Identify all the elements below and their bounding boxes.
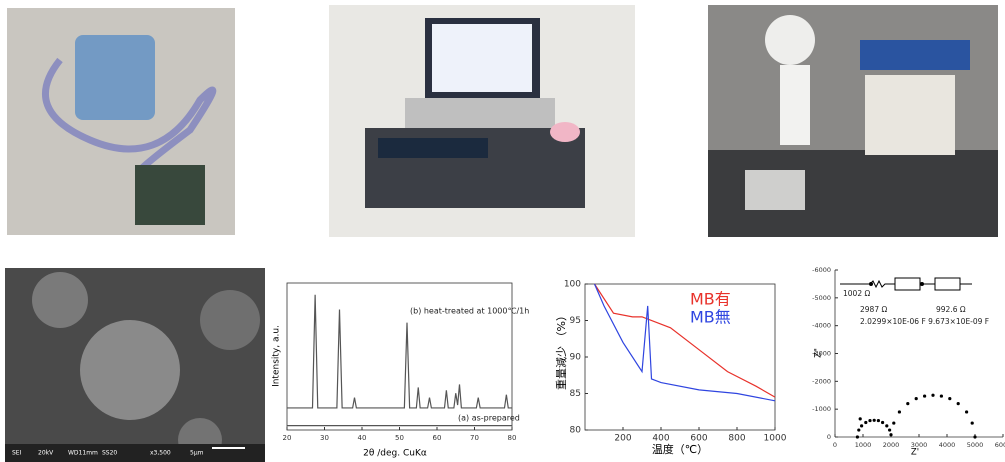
scatter-point xyxy=(931,393,935,397)
annotation: (a) as-prepared xyxy=(458,414,520,423)
photo-pump xyxy=(7,8,235,235)
annotation: 2.0299×10E-06 F 9.673×10E-09 F xyxy=(860,317,989,326)
scatter-point xyxy=(858,417,862,421)
y-tick-label: 85 xyxy=(570,389,581,399)
circuit xyxy=(840,277,972,291)
scatter-point xyxy=(855,435,860,439)
x-tick-label: 60 xyxy=(433,434,442,442)
scatter-point xyxy=(906,402,910,406)
y-tick-label: -2000 xyxy=(812,377,831,385)
legend-label: MB無 xyxy=(690,308,731,327)
y-tick-label: -1000 xyxy=(812,405,831,413)
x-tick-label: 70 xyxy=(470,434,479,442)
photo-instrument xyxy=(329,5,635,237)
x-tick-label: 1000 xyxy=(764,434,787,444)
scatter-point xyxy=(860,424,864,428)
y-tick-label: -4000 xyxy=(812,322,831,330)
legend-label: MB有 xyxy=(690,290,731,309)
y-tick-label: 95 xyxy=(570,316,581,326)
y-tick-label: 0 xyxy=(827,433,831,441)
photo-sem xyxy=(5,268,265,462)
sem-label: SEI xyxy=(12,450,22,457)
x-tick-label: 50 xyxy=(395,434,404,442)
scatter-point xyxy=(872,418,876,422)
annotation: (b) heat-treated at 1000℃/1h xyxy=(410,307,529,316)
x-tick-label: 1000 xyxy=(855,441,872,449)
scatter-point xyxy=(885,424,889,428)
x-tick-label: 40 xyxy=(358,434,367,442)
x-tick-label: 0 xyxy=(833,441,837,449)
scatter-point xyxy=(868,418,872,423)
scatter-point xyxy=(881,420,885,425)
sem-label: x3,500 xyxy=(150,450,171,457)
scatter-point xyxy=(864,420,868,425)
x-axis-label: 温度（℃） xyxy=(652,442,708,456)
y-axis-label: Intensity, a.u. xyxy=(272,325,282,387)
scatter-point xyxy=(970,421,974,425)
x-tick-label: 2000 xyxy=(883,441,900,449)
x-tick-label: 80 xyxy=(508,434,517,442)
y-tick-label: 90 xyxy=(570,353,582,363)
line-series xyxy=(287,294,512,409)
y-tick-label: -3000 xyxy=(812,350,831,358)
sem-label: SS20 xyxy=(102,450,117,457)
annotation: 1002 Ω xyxy=(843,289,870,298)
x-tick-label: 30 xyxy=(320,434,329,442)
scatter-point xyxy=(956,402,960,406)
x-tick-label: 20 xyxy=(283,434,292,442)
scatter-point xyxy=(948,396,952,401)
scatter-point xyxy=(889,433,893,437)
scatter-point xyxy=(914,396,918,401)
line-series xyxy=(593,283,776,398)
scatter-point xyxy=(892,421,896,425)
scatter-point xyxy=(857,428,861,432)
sem-label: 20kV xyxy=(38,450,54,457)
annotation: 992.6 Ω xyxy=(936,305,966,314)
scatter-point xyxy=(939,394,944,398)
sem-label: WD11mm xyxy=(68,450,98,457)
y-axis-label: 重量減少 （%） xyxy=(554,310,568,390)
scatter-point xyxy=(973,435,977,439)
x-tick-label: 800 xyxy=(728,434,745,444)
photo-microscope xyxy=(708,5,998,237)
x-tick-label: 400 xyxy=(652,434,669,444)
scatter-point xyxy=(965,410,969,414)
x-axis-label: 2θ /deg. CuKα xyxy=(363,449,427,459)
x-tick-label: 5000 xyxy=(967,441,984,449)
x-tick-label: 3000 xyxy=(911,441,928,449)
scatter-point xyxy=(888,428,892,432)
x-tick-label: 600 xyxy=(690,434,707,444)
scatter-point xyxy=(897,410,902,414)
tga-frame xyxy=(584,283,776,431)
x-axis-label: Z' xyxy=(911,448,919,458)
x-tick-label: 200 xyxy=(614,434,631,444)
y-tick-label: -6000 xyxy=(812,266,831,274)
y-tick-label: -5000 xyxy=(812,294,831,302)
scatter-point xyxy=(923,394,927,398)
y-tick-label: 100 xyxy=(564,280,581,290)
sem-label: 5μm xyxy=(190,450,204,457)
y-tick-label: 80 xyxy=(570,426,582,436)
scatter-point xyxy=(876,418,881,423)
line-series xyxy=(593,283,776,402)
x-tick-label: 4000 xyxy=(939,441,956,449)
annotation: 2987 Ω xyxy=(860,305,887,314)
y-axis-label: Z" xyxy=(814,348,824,358)
x-tick-label: 6000 xyxy=(995,441,1005,449)
